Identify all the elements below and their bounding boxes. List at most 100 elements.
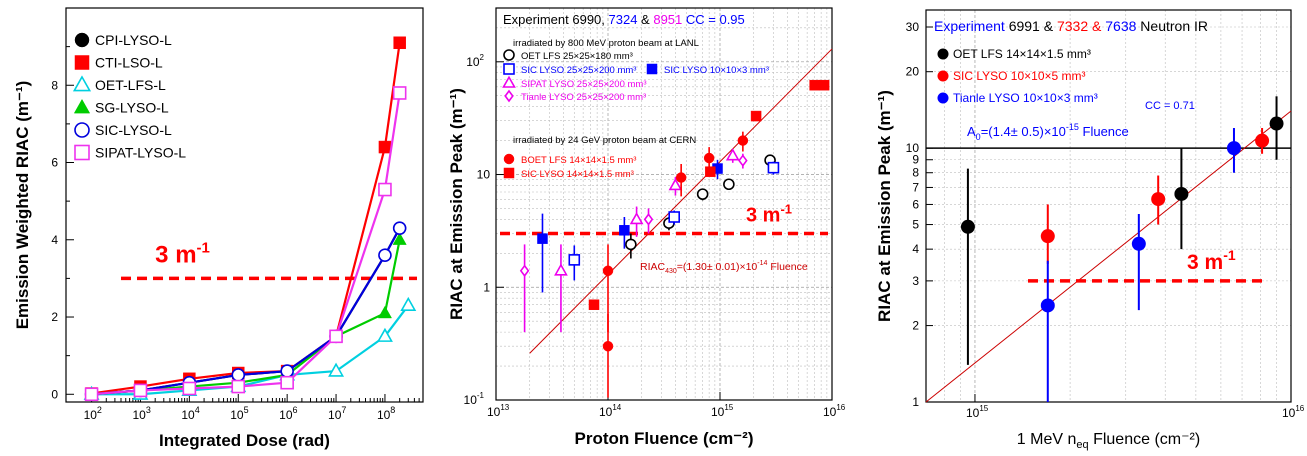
legend-marker [937, 48, 949, 60]
data-point [392, 221, 407, 235]
data-point [643, 213, 654, 226]
data-point [377, 305, 392, 319]
legend-label: SG-LYSO-L [95, 100, 169, 116]
threshold-label: 3 m-1 [155, 239, 210, 268]
series-SIC LYSO 25x25x200 [568, 161, 780, 281]
series-line [91, 227, 401, 396]
data-point [588, 299, 600, 310]
x-tick-label: 104 [181, 405, 199, 422]
legend-label: SIC LYSO 10×10×3 mm³ [664, 65, 769, 76]
series-line [91, 92, 401, 396]
x-axis-title: Proton Fluence (cm⁻²) [575, 429, 754, 448]
series-SIPAT-LYSO-L: SIPAT-LYSO-L [74, 86, 407, 402]
data-point [231, 379, 246, 394]
x-tick-label: 1013 [487, 403, 510, 419]
data-point [750, 110, 762, 122]
data-point [725, 148, 740, 161]
y-tick-label: 10 [477, 168, 491, 182]
series-BOET LFS [602, 131, 749, 398]
legend-marker [503, 49, 515, 61]
legend-label: CPI-LYSO-L [95, 32, 172, 48]
y-tick-label: 6 [51, 156, 58, 170]
data-point [568, 254, 581, 266]
data-point [705, 166, 716, 177]
data-point [602, 340, 614, 352]
y-tick-label: 20 [906, 65, 920, 79]
data-point [280, 364, 294, 378]
data-point [400, 296, 417, 312]
fit-line [925, 110, 1292, 403]
data-point [378, 140, 392, 154]
x-tick-label: 107 [328, 405, 346, 422]
x-axis-title: Integrated Dose (rad) [159, 431, 330, 450]
legend-marker [73, 98, 91, 114]
data-point [519, 264, 530, 278]
data-point [392, 232, 407, 245]
threshold-label: 3 m-1 [746, 201, 792, 226]
legend-label: Tianle LYSO 25×25×200 mm³ [521, 92, 646, 103]
legend-marker [937, 92, 949, 104]
legend-marker [646, 63, 658, 75]
data-point [1131, 236, 1146, 251]
legend-marker [503, 167, 515, 179]
data-point [392, 86, 407, 100]
plot-frame [925, 9, 1292, 403]
data-point [231, 368, 246, 382]
data-point [1151, 192, 1166, 207]
legend-label: CTI-LSO-L [95, 55, 163, 71]
chart-panel-left: 102 103 104 105 106 107 108 0 2 4 6 8 Integrated Dos… [13, 7, 424, 450]
x-tick-label: 1016 [1282, 404, 1305, 420]
data-point [182, 381, 197, 396]
y-tick-label: 30 [906, 20, 920, 34]
legend-marker [503, 153, 515, 165]
y-axis-title: Emission Weighted RIAC (m⁻¹) [13, 81, 32, 330]
y-tick-label: 7 [912, 180, 919, 194]
data-point [723, 178, 735, 191]
legend-marker [937, 70, 949, 82]
x-tick-label: 108 [377, 405, 395, 422]
data-point [133, 383, 148, 398]
data-point [668, 178, 683, 191]
legend-label: SIC LYSO 14×14×1.5 mm³ [521, 169, 634, 180]
data-point [737, 135, 749, 146]
data-point [280, 375, 294, 390]
data-point [378, 248, 392, 263]
data-point [625, 238, 637, 251]
data-point [703, 152, 715, 164]
data-point [1174, 186, 1189, 201]
y-tick-label: 9 [912, 153, 919, 167]
data-point [1226, 141, 1241, 156]
data-point [767, 161, 780, 174]
data-point [696, 188, 709, 200]
data-point [809, 79, 820, 91]
x-tick-label: 103 [132, 405, 150, 422]
x-tick-label: 102 [84, 405, 102, 422]
legend-label: Tianle LYSO 10×10×3 mm³ [953, 91, 1098, 105]
data-point [328, 362, 345, 377]
data-point [1040, 298, 1055, 313]
data-point [329, 329, 343, 344]
legend-marker [502, 75, 516, 88]
y-tick-label: 8 [912, 166, 919, 180]
legend-marker [74, 32, 90, 48]
legend-marker [74, 122, 90, 138]
series-Tianle LYSO [519, 153, 748, 333]
x-tick-label: 1015 [966, 404, 989, 420]
legend-label: SIC LYSO 10×10×5 mm³ [953, 69, 1086, 83]
legend-label: OET LFS 25×25×180 mm³ [521, 51, 633, 62]
experiment-header: Experiment 6990, 7324 & 8951 CC = 0.95 [503, 12, 745, 27]
data-point [668, 211, 680, 223]
data-point [84, 387, 99, 402]
fit-annotation: A0=(1.4± 0.5)×10-15 Fluence [967, 122, 1129, 142]
series-SIC LYSO 14x14x1.5 [588, 79, 830, 310]
note-lanl: irradiated by 800 MeV proton beam at LAN… [513, 38, 699, 49]
y-tick-label: 102 [466, 53, 484, 69]
y-tick-label: 10-1 [464, 391, 485, 407]
x-tick-label: 1016 [823, 403, 846, 419]
legend-label: OET-LFS-L [95, 77, 166, 93]
x-axis-title: 1 MeV neq Fluence (cm⁻²) [1017, 431, 1200, 451]
fit-line [529, 48, 833, 354]
series-line [91, 239, 401, 396]
